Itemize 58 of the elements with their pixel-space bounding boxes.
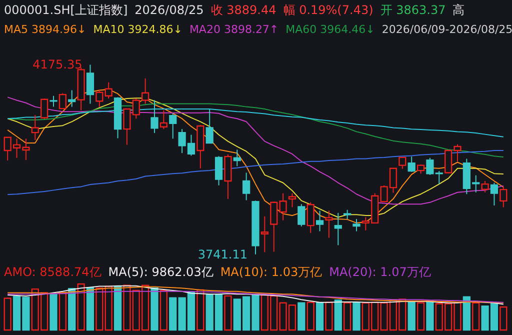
bar	[68, 288, 76, 331]
candlestick	[214, 156, 223, 186]
candlestick	[86, 64, 94, 104]
bar	[316, 302, 324, 331]
candlestick	[316, 210, 324, 232]
bar	[114, 286, 122, 331]
text: MA10 3924.86↓	[93, 23, 182, 36]
candlestick	[490, 182, 498, 206]
series-label: AMO: 8588.74亿	[4, 265, 102, 279]
candlestick	[150, 100, 158, 134]
bar	[334, 300, 342, 331]
bar	[50, 294, 58, 331]
candlestick	[344, 209, 352, 220]
candlestick	[325, 210, 333, 238]
text: 开 3863.37	[380, 3, 446, 17]
text: MA20 3898.27↑	[189, 23, 279, 36]
series-label: MA(5): 9862.03亿	[108, 265, 214, 279]
text: 收 3889.44	[210, 3, 276, 17]
bar	[426, 300, 434, 331]
annotation: 3741.11	[198, 247, 248, 262]
candlestick	[40, 98, 48, 120]
candlestick	[31, 114, 39, 140]
bar	[86, 287, 94, 331]
candlestick	[206, 108, 214, 144]
bar	[298, 302, 306, 331]
candlestick	[298, 204, 306, 227]
candlestick	[50, 95, 58, 108]
candlestick	[58, 92, 66, 110]
candlestick	[352, 218, 360, 232]
candlestick	[260, 216, 268, 253]
candlestick	[334, 212, 342, 246]
bar	[408, 302, 416, 331]
text: 高	[452, 3, 465, 17]
text: 2026/08/25	[134, 3, 204, 17]
candlestick	[242, 172, 250, 201]
candlestick	[398, 156, 406, 170]
bar	[462, 296, 470, 331]
candlestick	[233, 149, 241, 167]
text: MA5 3894.96↓	[4, 23, 86, 36]
candlestick	[68, 90, 76, 108]
candlestick	[288, 192, 296, 208]
candlestick	[408, 156, 416, 172]
text: MA60 3964.46↓	[286, 23, 375, 36]
candlestick	[104, 82, 112, 100]
candlestick	[169, 112, 177, 140]
bar	[150, 288, 158, 331]
candlestick	[306, 202, 314, 234]
bar	[352, 302, 360, 331]
series-label: MA(10): 1.03万亿	[220, 265, 322, 279]
series-label: MA(20): 1.07万亿	[329, 265, 431, 279]
candlestick	[481, 180, 489, 193]
chart-title: 000001.SH[上证指数]	[4, 3, 128, 17]
candlestick	[96, 90, 104, 108]
candlestick	[160, 110, 168, 130]
text: 幅 0.19%(7.43)	[283, 3, 374, 17]
annotation: 4175.35	[32, 58, 82, 72]
text: 2026/06/09-2026/08/25	[382, 23, 512, 36]
candlestick	[500, 186, 508, 208]
